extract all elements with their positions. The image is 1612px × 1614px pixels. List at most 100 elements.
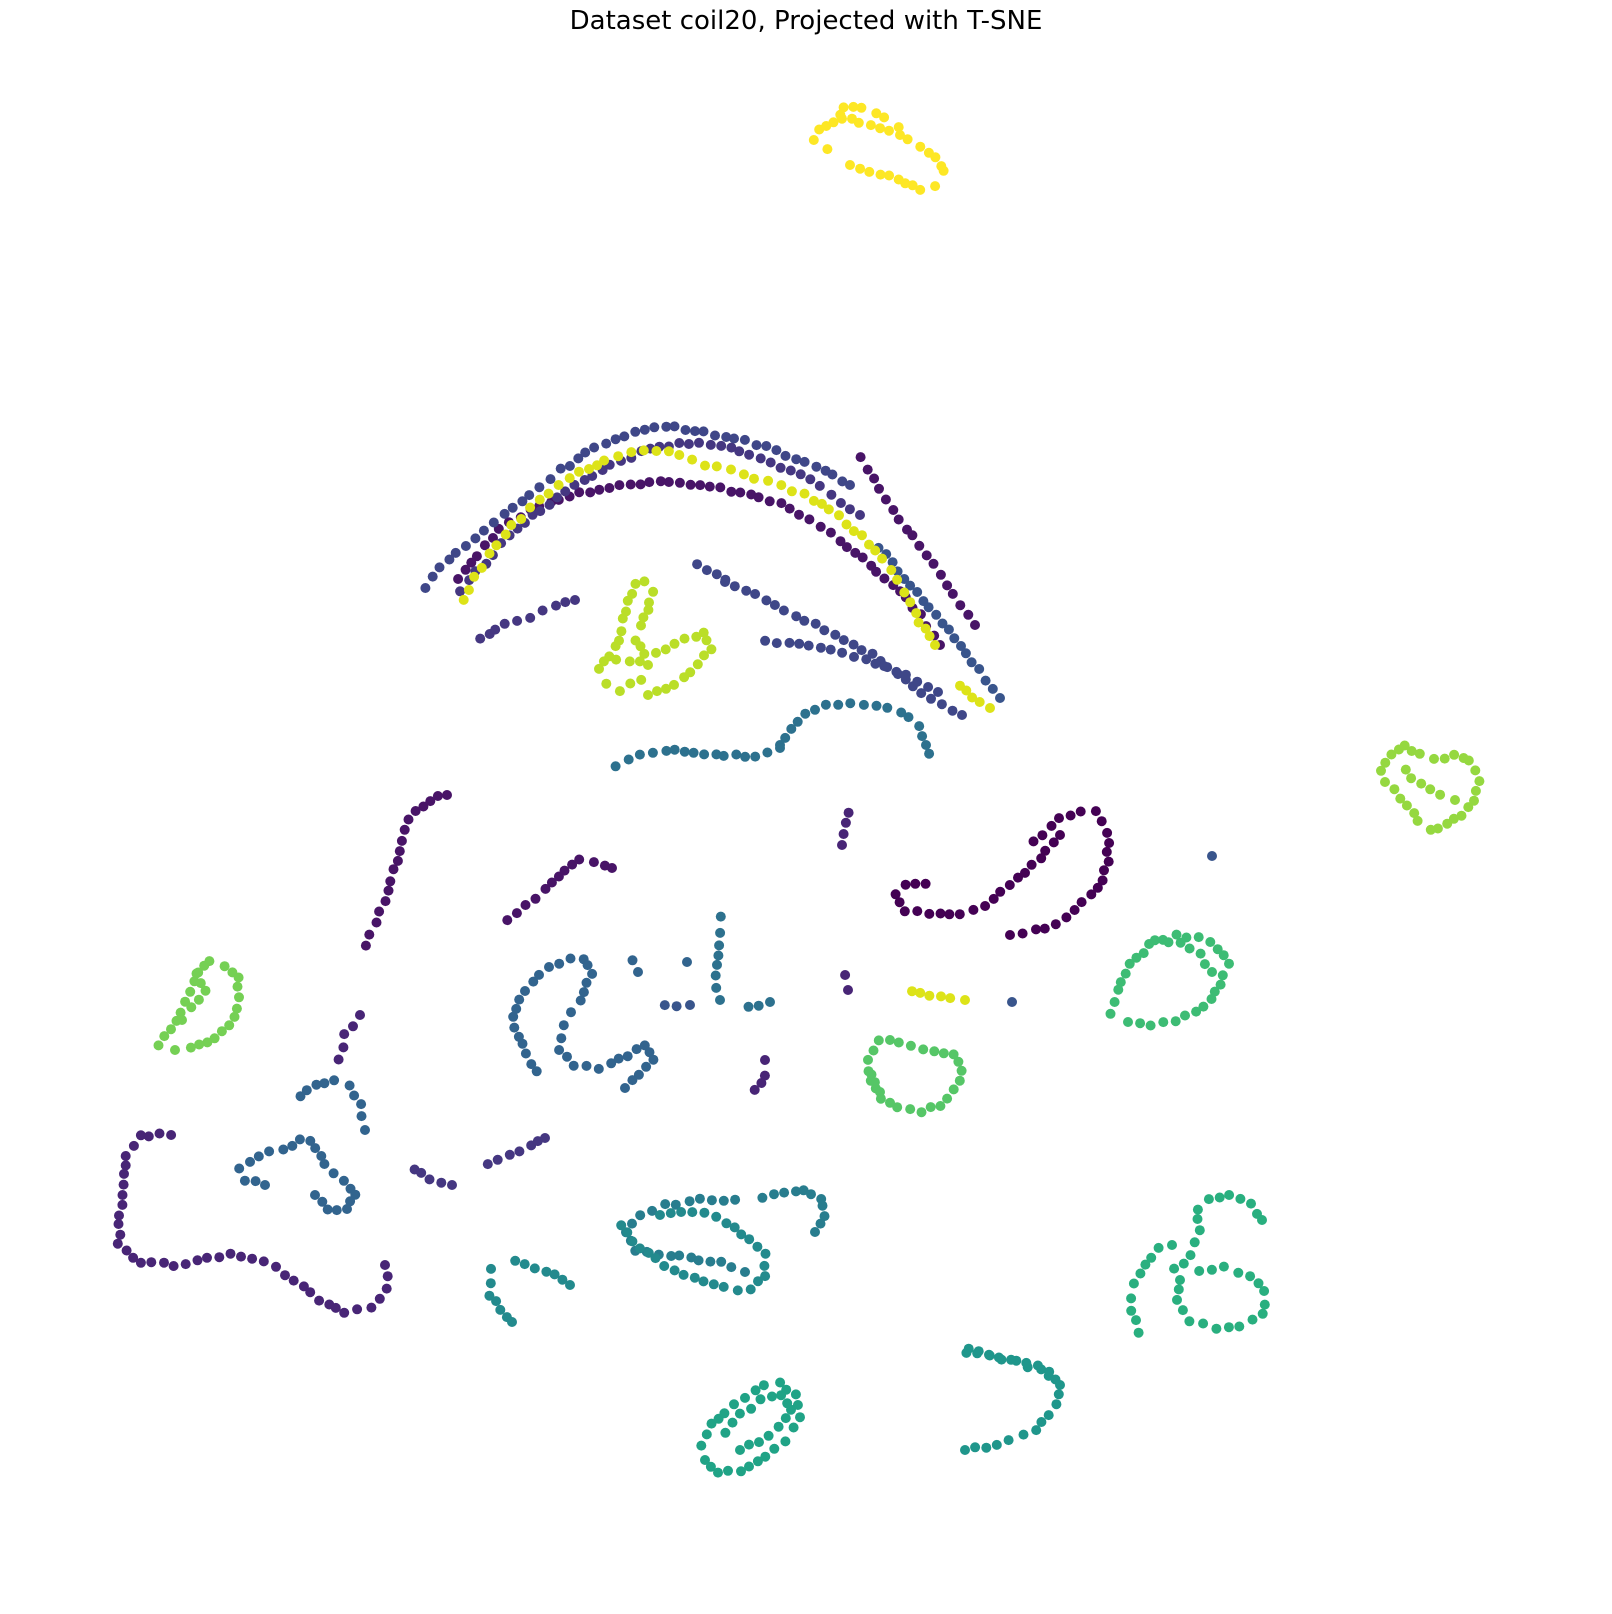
point-class-18 [924,631,935,642]
point-class-6 [578,987,589,998]
point-class-1 [625,479,636,490]
point-class-0 [1004,880,1015,890]
point-class-11 [735,1445,745,1455]
point-class-4 [830,629,841,640]
point-class-6 [234,1163,245,1174]
point-class-4 [760,635,771,646]
point-class-8 [815,1218,826,1229]
point-class-6 [682,957,692,967]
point-class-4 [444,554,455,565]
point-class-4 [711,569,722,580]
point-class-17 [611,654,622,665]
point-class-1 [614,480,625,491]
point-class-8 [726,1262,737,1273]
point-class-11 [746,1403,757,1414]
point-class-1 [674,477,685,488]
point-class-2 [114,1210,124,1221]
point-class-1 [841,542,852,553]
point-class-4 [434,562,445,573]
point-class-18 [808,495,819,506]
point-class-9 [665,1208,676,1219]
point-class-6 [520,1048,531,1059]
point-class-7 [753,1000,764,1011]
point-class-11 [755,1394,766,1405]
point-class-7 [623,754,634,765]
point-class-1 [815,521,826,532]
point-class-15 [231,1003,242,1014]
point-class-4 [721,432,732,442]
point-class-16 [1469,795,1479,806]
point-class-1 [850,547,861,558]
point-class-12 [1257,1308,1268,1319]
point-class-0 [920,878,931,889]
point-class-7 [820,699,831,710]
point-class-6 [311,1079,322,1090]
point-class-3 [560,597,571,608]
point-class-6 [360,1125,370,1135]
point-class-1 [879,573,890,584]
point-class-3 [683,439,694,449]
point-class-3 [551,600,561,611]
point-class-18 [834,510,844,521]
point-class-0 [1040,845,1051,856]
point-class-14 [873,1035,884,1046]
point-class-4 [573,453,584,464]
point-class-7 [921,740,931,750]
point-class-6 [534,969,544,980]
point-class-1 [928,558,939,569]
point-class-9 [721,1218,732,1229]
point-class-13 [1171,929,1182,940]
point-class-6 [511,1003,522,1014]
point-class-1 [385,876,396,887]
point-class-9 [752,1241,763,1252]
point-class-18 [786,486,797,497]
point-class-4 [669,421,680,432]
point-class-19 [855,163,866,174]
point-class-18 [484,548,495,559]
point-class-12 [1135,1268,1146,1279]
point-class-2 [135,1130,146,1141]
point-class-13 [1206,994,1217,1004]
point-class-14 [885,1097,895,1108]
point-class-18 [711,461,722,472]
point-class-18 [506,520,517,530]
point-class-1 [907,530,918,541]
point-class-0 [1104,838,1115,848]
point-class-6 [356,1099,367,1110]
point-class-6 [526,1059,537,1070]
point-class-7 [780,732,791,743]
point-class-12 [1128,1278,1139,1289]
point-class-1 [874,483,884,494]
point-class-7 [762,747,773,758]
point-class-18 [638,445,649,456]
point-class-1 [753,492,764,503]
point-class-4 [729,581,740,592]
point-class-9 [634,1243,645,1254]
point-class-2 [339,1307,350,1318]
point-class-1 [970,620,980,630]
point-class-17 [621,606,631,617]
point-class-6 [528,976,539,987]
point-class-13 [1191,1006,1202,1017]
point-class-6 [305,1135,316,1146]
point-class-1 [388,864,399,875]
point-class-3 [544,499,555,510]
point-class-8 [757,1192,768,1203]
point-class-4 [870,658,881,669]
point-class-18 [911,608,922,619]
point-class-3 [570,595,580,605]
point-class-6 [641,1061,652,1072]
point-class-16 [1380,777,1390,787]
point-class-17 [614,635,624,646]
point-class-4 [741,585,752,596]
point-class-17 [701,635,712,646]
point-class-10 [981,1442,992,1453]
point-class-11 [720,1427,731,1438]
point-class-16 [1386,749,1397,760]
point-class-13 [1217,970,1228,981]
point-class-4 [771,638,782,649]
point-class-14 [863,1054,873,1065]
point-class-3 [504,1149,515,1160]
point-class-7 [715,911,726,922]
point-class-1 [425,796,436,807]
